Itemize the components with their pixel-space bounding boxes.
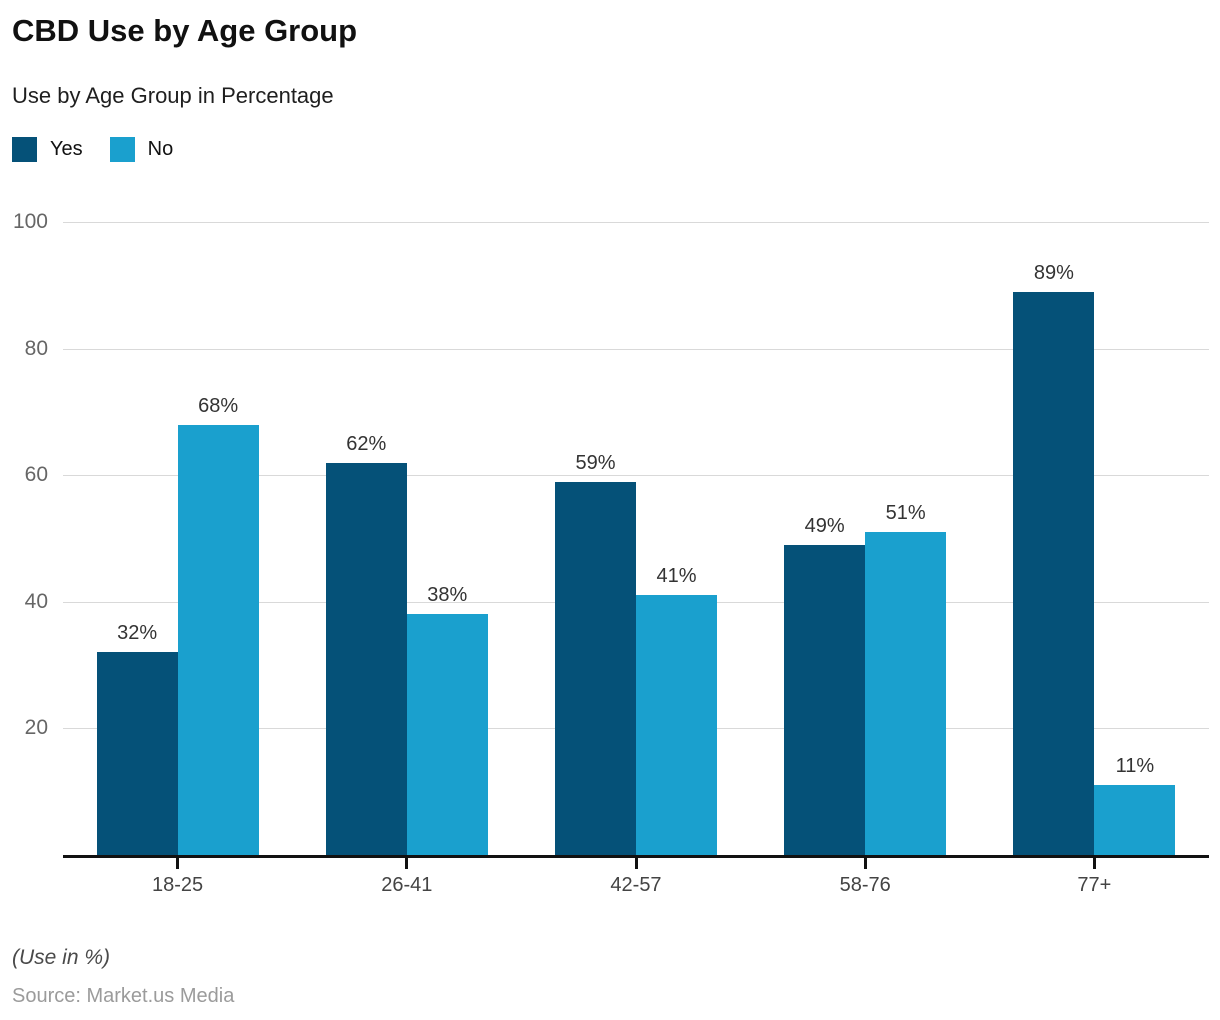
bar-value-label-no-26-41: 38% bbox=[427, 584, 468, 606]
bar-no-58-76 bbox=[865, 532, 947, 855]
source-credit: Source: Market.us Media bbox=[12, 985, 235, 1007]
bar-no-77 bbox=[1094, 785, 1176, 855]
bar-yes-26-41 bbox=[325, 463, 407, 855]
gridline-100 bbox=[63, 222, 1209, 223]
bar-yes-58-76 bbox=[784, 545, 866, 855]
y-axis-tick-label-80: 80 bbox=[24, 336, 48, 360]
legend-item-no: No bbox=[109, 137, 174, 162]
bar-value-label-no-58-76: 51% bbox=[885, 502, 926, 524]
unit-note: (Use in %) bbox=[12, 946, 111, 969]
chart-title: CBD Use by Age Group bbox=[12, 13, 358, 48]
x-axis-tick-label-18-25: 18-25 bbox=[152, 874, 204, 896]
x-axis-tick-77 bbox=[1092, 858, 1096, 869]
bar-value-label-yes-18-25: 32% bbox=[117, 622, 158, 644]
gridline-60 bbox=[63, 475, 1209, 477]
bar-yes-77 bbox=[1013, 292, 1095, 855]
y-axis-tick-label-40: 40 bbox=[24, 589, 48, 613]
legend-item-yes: Yes bbox=[12, 137, 83, 162]
legend-swatch-yes bbox=[12, 137, 37, 162]
bar-no-26-41 bbox=[406, 614, 488, 855]
bar-value-label-no-77: 11% bbox=[1115, 755, 1155, 777]
gridline-80 bbox=[63, 348, 1209, 350]
x-axis-tick-label-26-41: 26-41 bbox=[381, 874, 433, 896]
bar-value-label-no-18-25: 68% bbox=[198, 395, 239, 417]
legend-label: No bbox=[147, 138, 174, 160]
bar-no-42-57 bbox=[636, 595, 717, 855]
bar-value-label-yes-77: 89% bbox=[1033, 262, 1074, 284]
x-axis-tick-26-41 bbox=[405, 858, 409, 869]
y-axis-tick-label-100: 100 bbox=[12, 210, 48, 233]
bar-value-label-yes-42-57: 59% bbox=[575, 452, 616, 474]
x-axis-tick-42-57 bbox=[634, 858, 638, 869]
bar-yes-42-57 bbox=[555, 482, 636, 855]
x-axis-line bbox=[63, 855, 1209, 858]
bar-value-label-no-42-57: 41% bbox=[656, 565, 697, 587]
y-axis-tick-label-60: 60 bbox=[24, 463, 48, 487]
bar-no-18-25 bbox=[177, 425, 259, 855]
chart-subtitle: Use by Age Group in Percentage bbox=[12, 83, 334, 108]
x-axis-tick-58-76 bbox=[863, 858, 867, 869]
x-axis-tick-label-77: 77+ bbox=[1077, 874, 1112, 896]
bar-value-label-yes-26-41: 62% bbox=[346, 433, 387, 455]
legend-swatch-no bbox=[109, 137, 135, 162]
plot-area: 32% 68% 62% 38% 59% 41% 49% 51% 89% 11% bbox=[63, 222, 1209, 869]
bar-value-label-yes-58-76: 49% bbox=[804, 515, 845, 537]
x-axis-tick-label-42-57: 42-57 bbox=[610, 874, 662, 896]
x-axis-tick-label-58-76: 58-76 bbox=[839, 874, 891, 896]
x-axis-tick-18-25 bbox=[176, 858, 180, 869]
legend: Yes No bbox=[12, 137, 173, 162]
y-axis-tick-label-20: 20 bbox=[24, 716, 48, 740]
legend-label: Yes bbox=[50, 138, 83, 160]
bar-yes-18-25 bbox=[96, 652, 178, 855]
